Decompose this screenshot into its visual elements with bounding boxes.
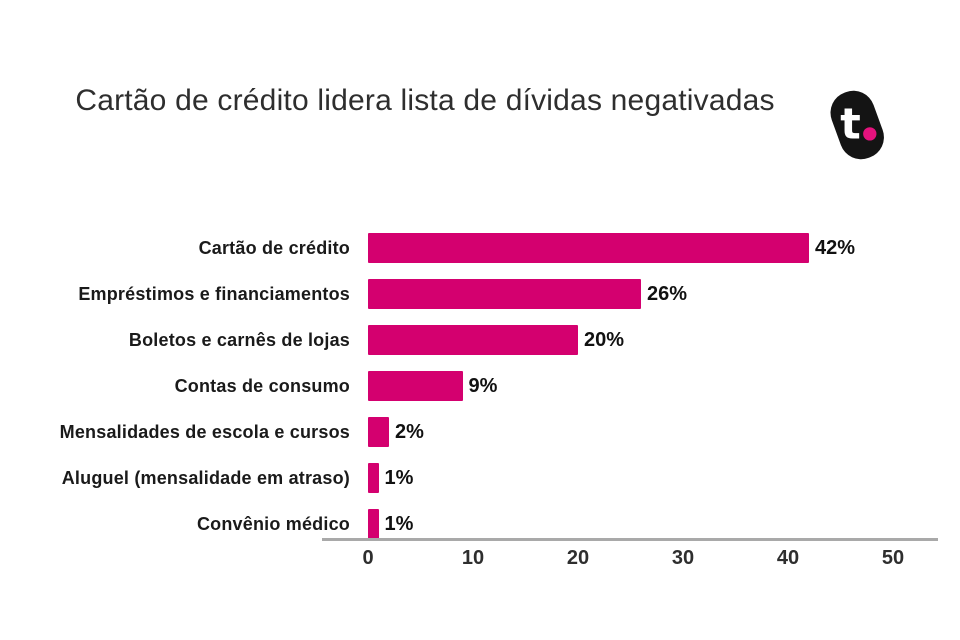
bar <box>368 509 379 539</box>
category-label: Contas de consumo <box>174 375 350 396</box>
bar-area: 1% <box>368 455 413 501</box>
chart-row: Contas de consumo 9% <box>0 363 960 409</box>
x-axis-tick-label: 40 <box>776 547 800 569</box>
logo-blob: t <box>830 90 884 160</box>
bar <box>368 371 463 401</box>
x-axis-tick-label: 30 <box>671 547 695 569</box>
category-label: Cartão de crédito <box>198 237 350 258</box>
value-label: 9% <box>468 374 498 397</box>
bar <box>368 325 578 355</box>
bar <box>368 279 641 309</box>
category-label: Convênio médico <box>196 513 350 534</box>
chart-row: Convênio médico 1% <box>0 501 960 547</box>
bar-area: 9% <box>368 363 497 409</box>
chart-row: Cartão de crédito 42% <box>0 225 960 271</box>
chart-row: Aluguel (mensalidade em atraso) 1% <box>0 455 960 501</box>
chart-row: Boletos e carnês de lojas 20% <box>0 317 960 363</box>
bar-area: 2% <box>368 409 424 455</box>
x-axis-tick-label: 10 <box>461 547 485 569</box>
chart-rows: Cartão de crédito 42% Empréstimos e financ… <box>0 225 960 547</box>
bar-area: 26% <box>368 271 687 317</box>
bar <box>368 463 379 493</box>
category-label: Empréstimos e financiamentos <box>78 283 350 304</box>
value-label: 1% <box>384 512 414 535</box>
logo-letter-t: t <box>840 99 861 149</box>
bar <box>368 233 809 263</box>
bar-area: 1% <box>368 501 413 547</box>
chart-row: Empréstimos e financiamentos 26% <box>0 271 960 317</box>
x-axis-tick-label: 20 <box>566 547 590 569</box>
bar-chart: Cartão de crédito 42% Empréstimos e financ… <box>0 225 960 585</box>
value-label: 42% <box>815 236 856 259</box>
category-label: Aluguel (mensalidade em atraso) <box>61 467 350 488</box>
x-axis-line <box>322 538 938 541</box>
logo-background-shape <box>830 90 884 160</box>
value-label: 20% <box>584 328 625 351</box>
value-label: 1% <box>384 466 414 489</box>
logo-dot <box>863 127 877 141</box>
bar-area: 42% <box>368 225 855 271</box>
chart-title: Cartão de crédito lidera lista de dívida… <box>75 84 775 117</box>
tecnoblog-logo: t <box>818 86 892 164</box>
value-label: 2% <box>395 420 424 443</box>
bar <box>368 417 389 447</box>
x-axis-tick-label: 0 <box>362 547 374 569</box>
category-label: Mensalidades de escola e cursos <box>59 421 350 442</box>
chart-row: Mensalidades de escola e cursos 2% <box>0 409 960 455</box>
x-axis-tick-label: 50 <box>881 547 905 569</box>
x-axis-ticks: 0 10 20 30 40 50 <box>0 547 960 577</box>
bar-area: 20% <box>368 317 624 363</box>
category-label: Boletos e carnês de lojas <box>128 329 350 350</box>
value-label: 26% <box>647 282 688 305</box>
